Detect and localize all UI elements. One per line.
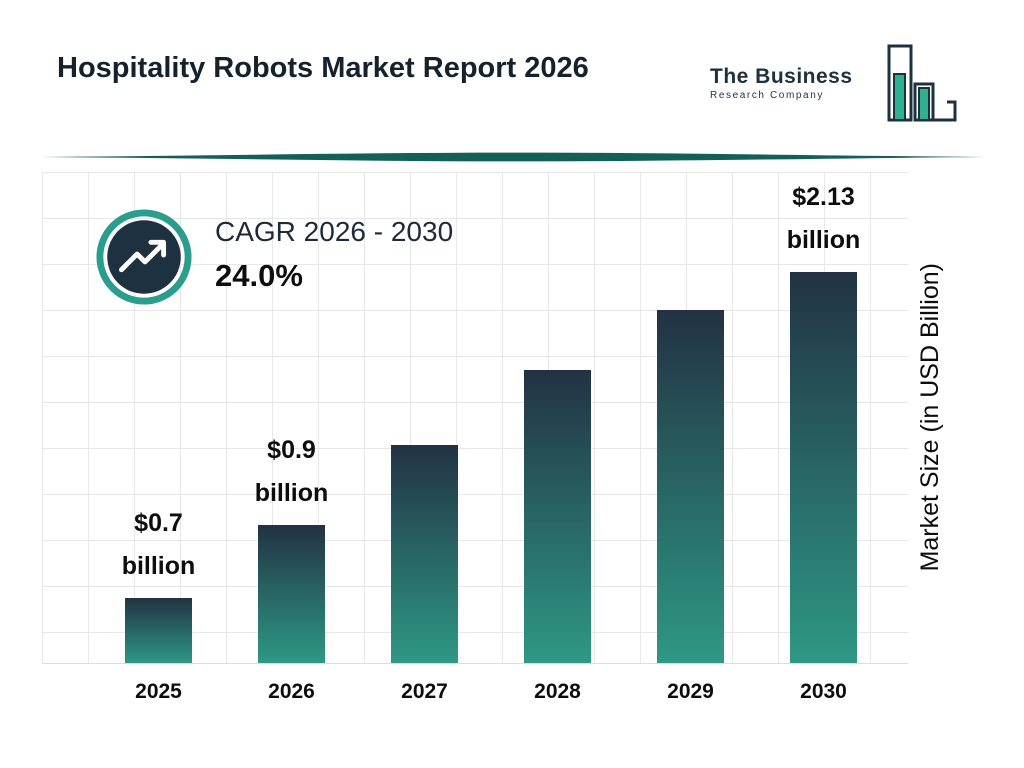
bar-2025 xyxy=(125,598,192,663)
bar-2029 xyxy=(657,310,724,663)
bar-value-label-2025: $0.7 billion xyxy=(121,509,196,580)
bar-2028 xyxy=(524,370,591,663)
cagr-label: CAGR 2026 - 2030 xyxy=(215,216,454,247)
y-axis-label-wrap: Market Size (in USD Billion) xyxy=(902,172,958,663)
bar-value-label-2026: $0.9 billion xyxy=(254,436,329,507)
x-axis-label-2029: 2029 xyxy=(667,680,714,703)
divider-line xyxy=(40,152,985,162)
page-title: Hospitality Robots Market Report 2026 xyxy=(57,52,589,84)
x-axis-label-2030: 2030 xyxy=(800,680,847,703)
bar-chart-logo-icon xyxy=(887,44,957,122)
cagr-text: CAGR 2026 - 2030 24.0% xyxy=(215,208,453,294)
bar-value-label-2030: $2.13 billion xyxy=(786,183,861,254)
company-logo: The Business Research Company xyxy=(710,42,959,124)
trend-up-icon xyxy=(96,209,192,305)
bar-2027 xyxy=(391,445,458,663)
x-axis-label-2025: 2025 xyxy=(135,680,182,703)
x-axis-label-2028: 2028 xyxy=(534,680,581,703)
bars-layer: $0.7 billion $0.9 billion $2.13 billion xyxy=(42,172,908,663)
y-axis-label: Market Size (in USD Billion) xyxy=(915,263,944,572)
company-logo-text: The Business Research Company xyxy=(710,65,853,101)
bar-2030 xyxy=(790,272,857,663)
x-axis-label-2026: 2026 xyxy=(268,680,315,703)
bar-chart: $0.7 billion $0.9 billion $2.13 billion xyxy=(42,172,908,664)
x-axis-labels: 2025 2026 2027 2028 2029 2030 xyxy=(42,680,908,716)
cagr-badge: CAGR 2026 - 2030 24.0% xyxy=(95,208,453,306)
company-name: The Business xyxy=(710,65,853,88)
x-axis-label-2027: 2027 xyxy=(401,680,448,703)
cagr-value: 24.0% xyxy=(215,258,303,293)
company-subname: Research Company xyxy=(710,90,824,101)
bar-2026 xyxy=(258,525,325,663)
